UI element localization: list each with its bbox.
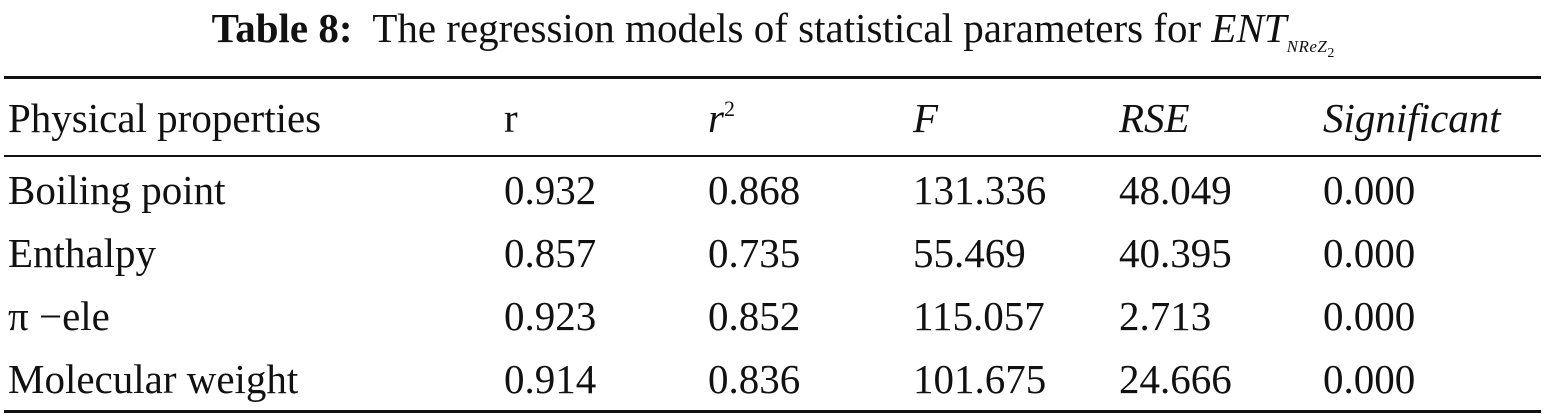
table-row: Molecular weight 0.914 0.836 101.675 24.…	[8, 347, 1543, 410]
cell-significant: 0.000	[1323, 292, 1416, 339]
table-caption: Table 8: The regression models of statis…	[0, 2, 1546, 65]
table-row: π −ele 0.923 0.852 115.057 2.713 0.000	[8, 284, 1543, 347]
table-row: Boiling point 0.932 0.868 131.336 48.049…	[8, 156, 1543, 221]
cell-property: Boiling point	[8, 166, 226, 213]
cell-f: 55.469	[913, 229, 1026, 276]
cell-property: π −ele	[8, 292, 110, 339]
cell-property: Enthalpy	[8, 229, 157, 276]
cell-r2: 0.836	[708, 355, 801, 402]
header-r: r	[504, 95, 518, 141]
cell-r: 0.914	[504, 355, 597, 402]
caption-symbol-subsubscript: 2	[1327, 46, 1335, 61]
table-number: Table 8:	[211, 5, 353, 51]
caption-text: The regression models of statistical par…	[372, 5, 1202, 51]
cell-rse: 48.049	[1119, 166, 1232, 213]
regression-table: Physical properties r r2 F RSE Significa…	[8, 80, 1543, 410]
cell-r: 0.923	[504, 292, 597, 339]
cell-r2: 0.868	[708, 166, 801, 213]
cell-significant: 0.000	[1323, 166, 1416, 213]
cell-significant: 0.000	[1323, 229, 1416, 276]
cell-f: 131.336	[913, 166, 1047, 213]
header-significant: Significant	[1323, 95, 1501, 141]
cell-r: 0.932	[504, 166, 597, 213]
caption-symbol-subscript: NReZ	[1286, 37, 1328, 56]
cell-rse: 24.666	[1119, 355, 1232, 402]
bottom-rule	[4, 410, 1541, 413]
cell-r2: 0.735	[708, 229, 801, 276]
cell-rse: 2.713	[1119, 292, 1212, 339]
caption-symbol: ENT	[1211, 5, 1287, 51]
cell-f: 101.675	[913, 355, 1047, 402]
header-rse: RSE	[1119, 95, 1190, 141]
header-r-squared: r2	[708, 80, 913, 156]
header-r2-base: r	[708, 95, 724, 141]
cell-r: 0.857	[504, 229, 597, 276]
header-r2-exponent: 2	[723, 96, 735, 121]
header-rule	[4, 155, 1541, 157]
header-row: Physical properties r r2 F RSE Significa…	[8, 80, 1543, 156]
top-rule	[4, 76, 1541, 79]
cell-property: Molecular weight	[8, 355, 299, 402]
header-physical-properties: Physical properties	[8, 95, 322, 141]
table-row: Enthalpy 0.857 0.735 55.469 40.395 0.000	[8, 221, 1543, 284]
cell-rse: 40.395	[1119, 229, 1232, 276]
header-f: F	[913, 95, 939, 141]
cell-significant: 0.000	[1323, 355, 1416, 402]
cell-f: 115.057	[913, 292, 1045, 339]
cell-r2: 0.852	[708, 292, 801, 339]
